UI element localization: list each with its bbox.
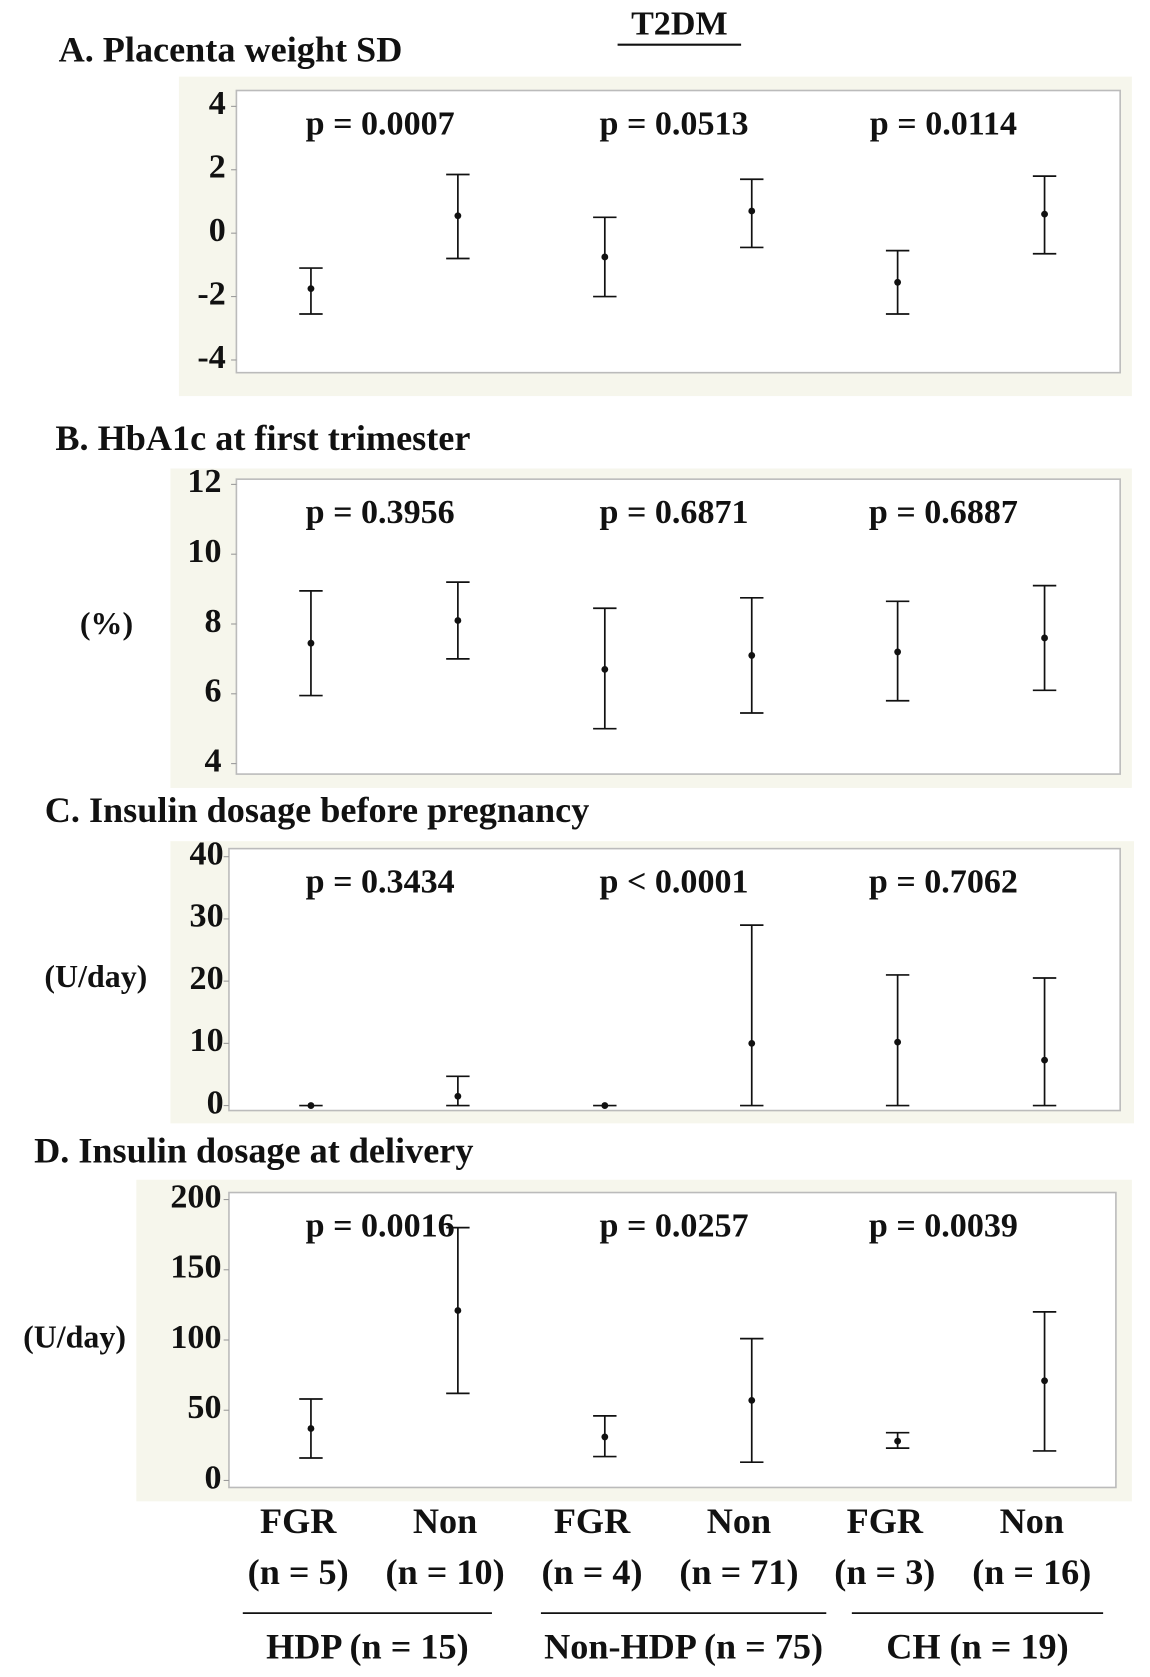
y-tick-label: -4	[197, 339, 225, 376]
y-tick-label: 200	[170, 1178, 221, 1215]
y-tick-label: 2	[209, 149, 226, 186]
p-value: p = 0.0513	[599, 106, 748, 143]
mean-dot	[454, 212, 462, 220]
panel-title: B. HbA1c at first trimester	[55, 418, 470, 458]
p-value: p = 0.0039	[869, 1208, 1018, 1245]
panel-title: C. Insulin dosage before pregnancy	[45, 790, 590, 830]
mean-dot	[1041, 1377, 1048, 1385]
y-tick-label: 4	[209, 85, 226, 122]
p-value: p = 0.7062	[869, 864, 1018, 901]
mean-dot	[1041, 634, 1048, 642]
x-category-n: (n = 5)	[248, 1552, 349, 1592]
y-tick-label: 50	[187, 1389, 221, 1426]
mean-dot	[454, 1092, 462, 1100]
x-category-label: Non	[413, 1501, 477, 1541]
panel-title: D. Insulin dosage at delivery	[34, 1131, 473, 1171]
mean-dot	[601, 253, 609, 261]
group-label: HDP (n = 15)	[266, 1627, 469, 1667]
plot-frame	[235, 89, 1121, 374]
p-value: p = 0.0007	[306, 106, 455, 143]
error-bar	[1032, 977, 1057, 1107]
group-label: Non-HDP (n = 75)	[544, 1627, 823, 1667]
mean-dot	[748, 1039, 756, 1047]
mean-dot	[601, 1433, 609, 1441]
y-tick-label: 150	[170, 1249, 221, 1286]
mean-dot	[894, 1437, 902, 1445]
mean-dot	[894, 648, 902, 656]
p-value: p = 0.0257	[599, 1208, 748, 1245]
y-axis-label: (%)	[80, 606, 133, 641]
x-category-n: (n = 16)	[972, 1552, 1091, 1592]
x-category-label: Non	[1000, 1501, 1064, 1541]
y-tick-label: 4	[204, 742, 221, 779]
x-category-n: (n = 71)	[679, 1552, 798, 1592]
mean-dot	[454, 1307, 462, 1314]
mean-dot	[748, 652, 756, 659]
mean-dot	[748, 1396, 756, 1404]
figure-title: T2DM	[631, 5, 728, 42]
error-bar	[446, 1075, 470, 1107]
y-axis-label: (U/day)	[44, 959, 147, 994]
y-tick-label: 30	[190, 898, 224, 935]
y-tick-label: 40	[190, 836, 224, 873]
mean-dot	[1041, 1056, 1048, 1064]
y-tick-label: 0	[207, 1084, 224, 1121]
panel-title: A. Placenta weight SD	[59, 30, 403, 70]
mean-dot	[894, 1038, 902, 1046]
mean-dot	[307, 1425, 315, 1432]
y-tick-label: 10	[190, 1022, 224, 1059]
mean-dot	[748, 207, 756, 215]
plot-frame	[228, 847, 1121, 1112]
y-tick-label: 10	[187, 533, 221, 570]
p-value: p < 0.0001	[599, 864, 748, 901]
error-bar	[740, 924, 764, 1107]
y-tick-label: 20	[190, 960, 224, 997]
group-label: CH (n = 19)	[886, 1627, 1068, 1667]
p-value: p = 0.3956	[306, 494, 455, 531]
plot-frame	[228, 1191, 1117, 1489]
p-value: p = 0.0114	[870, 106, 1017, 143]
x-category-n: (n = 10)	[386, 1552, 505, 1592]
mean-dot	[454, 617, 462, 624]
y-tick-label: 100	[170, 1319, 221, 1356]
mean-dot	[894, 278, 902, 286]
y-axis-label: (U/day)	[23, 1319, 126, 1354]
mean-dot	[307, 1102, 315, 1109]
y-tick-label: 8	[204, 603, 221, 640]
x-category-label: FGR	[554, 1501, 631, 1541]
y-tick-label: -2	[197, 275, 225, 312]
mean-dot	[601, 665, 609, 673]
mean-dot	[307, 285, 315, 293]
p-value: p = 0.6887	[869, 494, 1018, 531]
x-category-n: (n = 3)	[834, 1552, 935, 1592]
p-value: p = 0.6871	[599, 494, 748, 531]
y-tick-label: 6	[204, 673, 221, 710]
x-category-label: FGR	[260, 1501, 337, 1541]
y-tick-label: 0	[209, 212, 226, 249]
x-category-label: Non	[707, 1501, 771, 1541]
y-tick-label: 0	[204, 1459, 221, 1496]
mean-dot	[1041, 210, 1048, 218]
mean-dot	[307, 639, 315, 647]
p-value: p = 0.0016	[306, 1208, 455, 1245]
mean-dot	[601, 1102, 609, 1109]
y-tick-label: 12	[187, 463, 221, 500]
x-category-n: (n = 4)	[542, 1552, 643, 1592]
x-category-label: FGR	[847, 1501, 924, 1541]
p-value: p = 0.3434	[306, 864, 455, 901]
plot-frame	[235, 478, 1121, 775]
